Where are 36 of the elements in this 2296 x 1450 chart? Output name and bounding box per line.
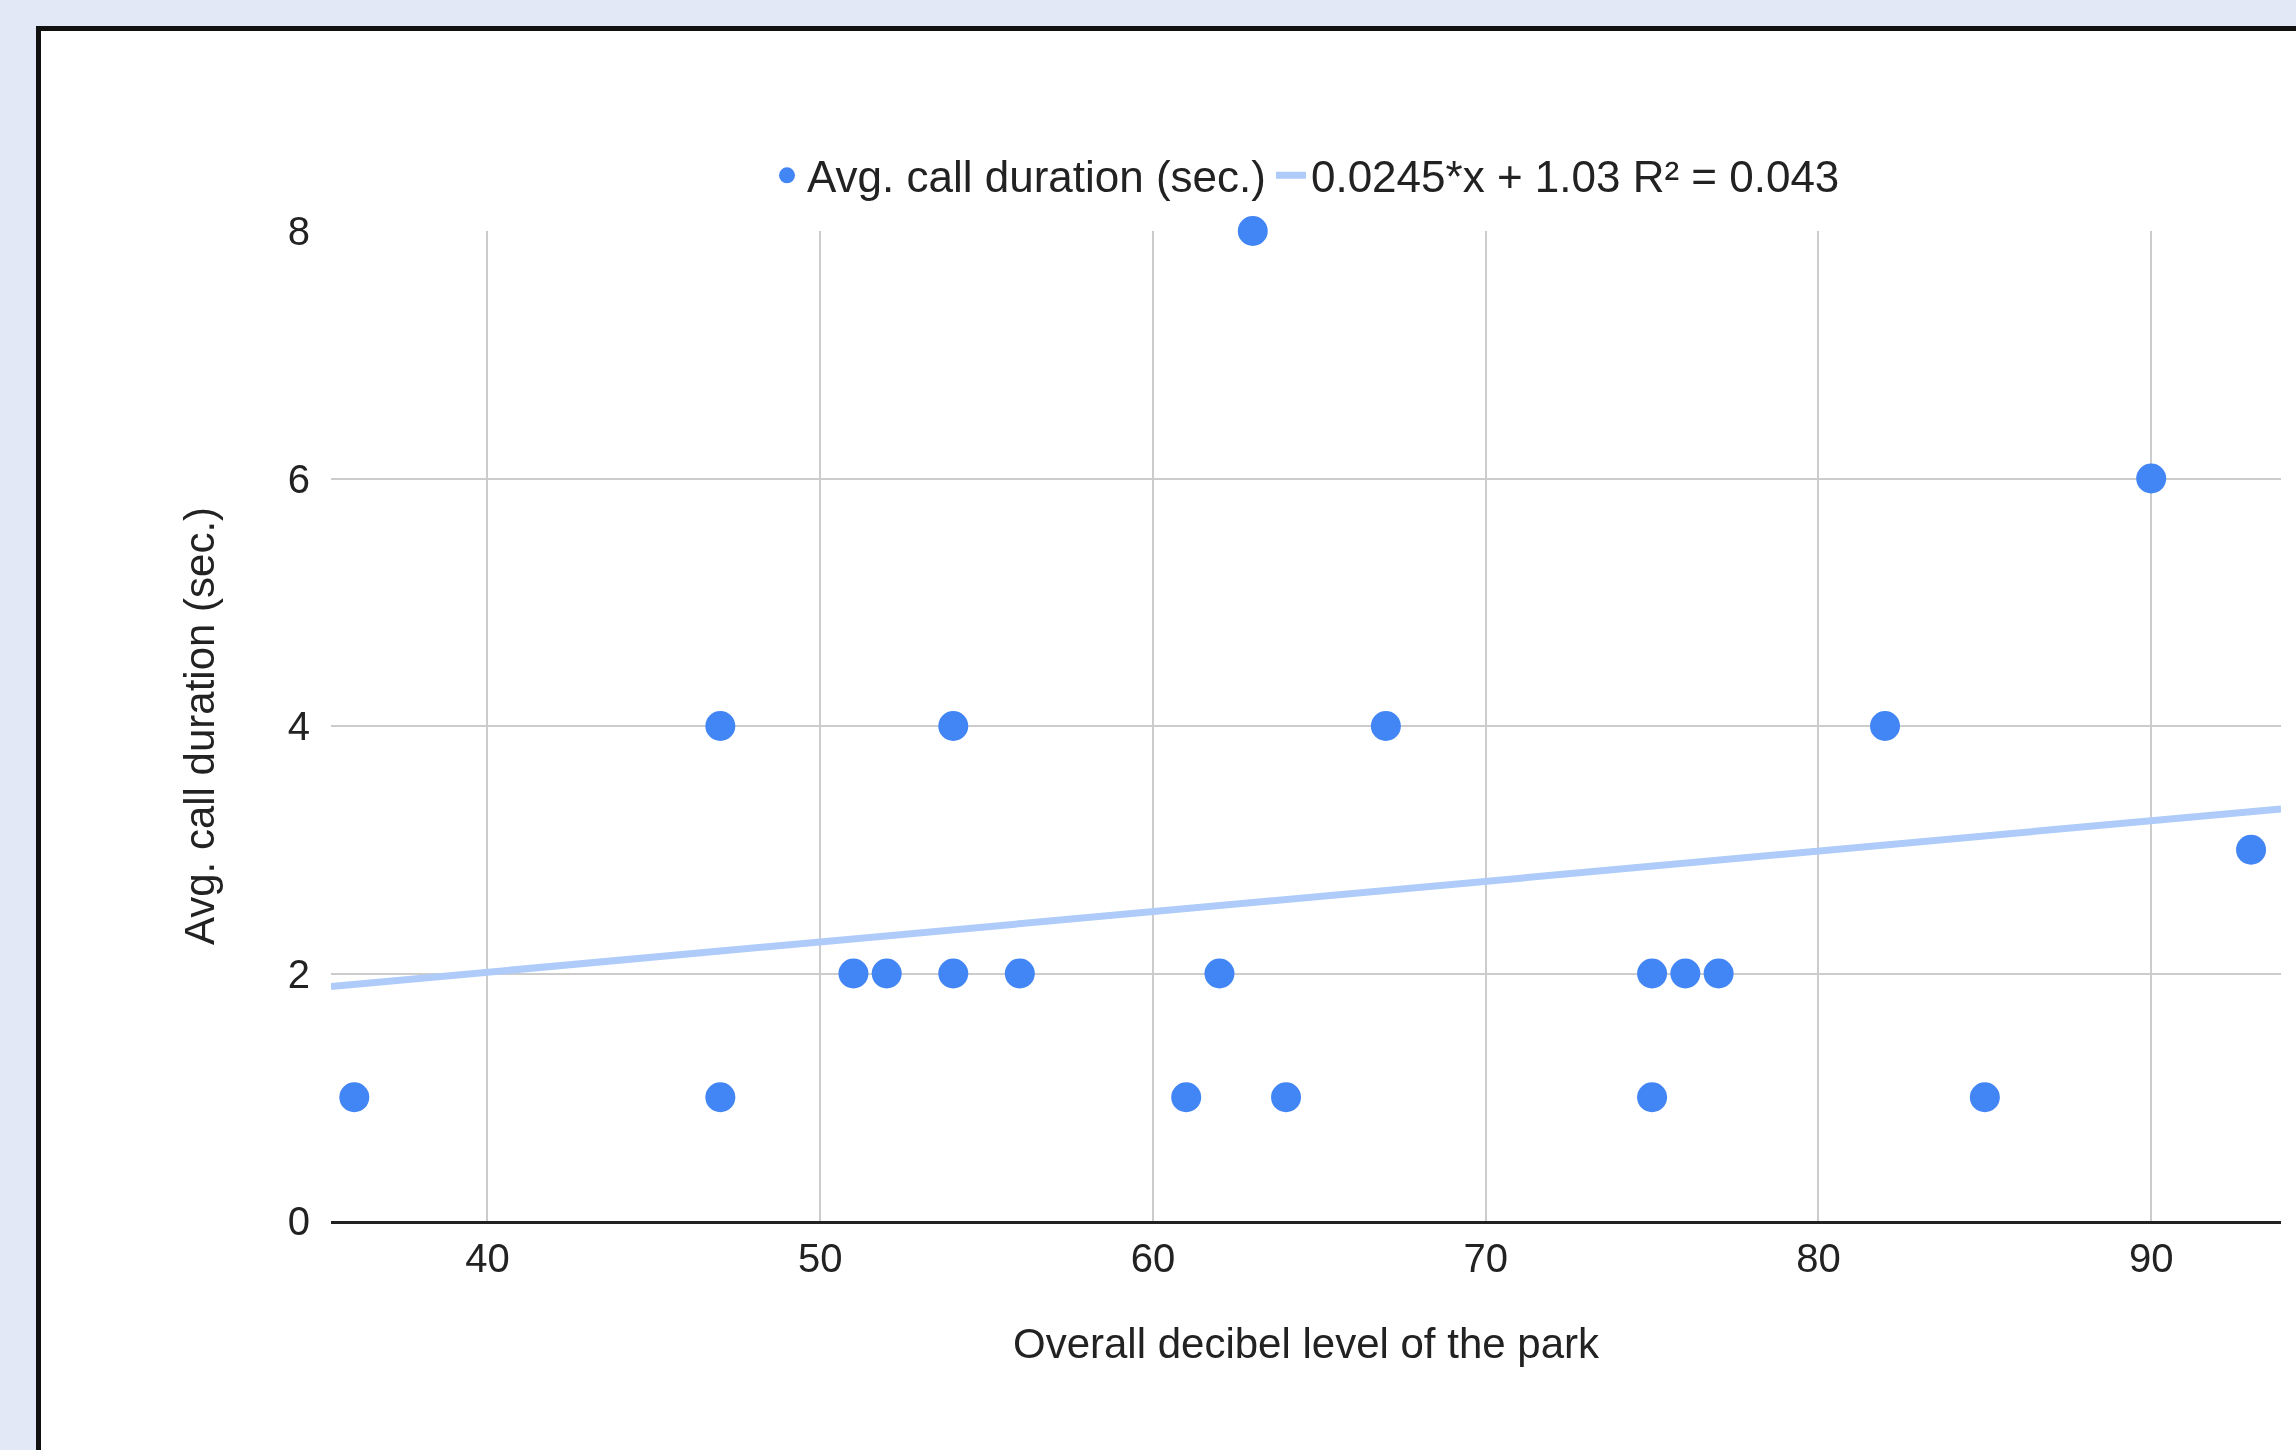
point: [705, 1082, 736, 1113]
point: [1670, 958, 1701, 989]
x-tick-label: 80: [1796, 1236, 1841, 1280]
x-tick-label: 60: [1130, 1236, 1176, 1280]
legend-label: Avg. call duration (sec.): [807, 152, 1266, 202]
x-tick-label: 90: [2128, 1236, 2174, 1280]
y-axis-title: Avg. call duration (sec.): [175, 506, 223, 946]
y-tick-label: 2: [287, 951, 310, 996]
point: [1637, 1082, 1668, 1113]
point: [1969, 1082, 2000, 1113]
point: [938, 958, 969, 989]
y-tick-label: 0: [287, 1199, 310, 1243]
legend-label: 0.0245*x + 1.03 R² = 0.043: [1310, 152, 1840, 202]
x-axis-title: Overall decibel level of the park: [1013, 1319, 1600, 1367]
point: [1370, 711, 1401, 741]
point: [1637, 958, 1668, 989]
point: [2136, 463, 2167, 494]
point: [871, 958, 902, 989]
point: [1237, 216, 1268, 246]
y-tick-label: 6: [287, 456, 310, 501]
y-tick-label: 4: [287, 704, 310, 748]
x-tick-label: 40: [465, 1236, 510, 1280]
x-tick-label: 50: [797, 1236, 843, 1280]
x-tick-label: 70: [1463, 1236, 1508, 1280]
point: [339, 1082, 370, 1113]
point: [2236, 834, 2267, 865]
point: [1271, 1082, 1302, 1113]
point: [1703, 958, 1734, 989]
point: [1004, 958, 1035, 989]
point: [938, 711, 969, 741]
point: [1204, 958, 1235, 989]
point: [838, 958, 869, 989]
y-tick-label: 8: [287, 209, 310, 253]
point: [1171, 1082, 1202, 1113]
point: [705, 711, 736, 741]
point: [1870, 711, 1901, 741]
